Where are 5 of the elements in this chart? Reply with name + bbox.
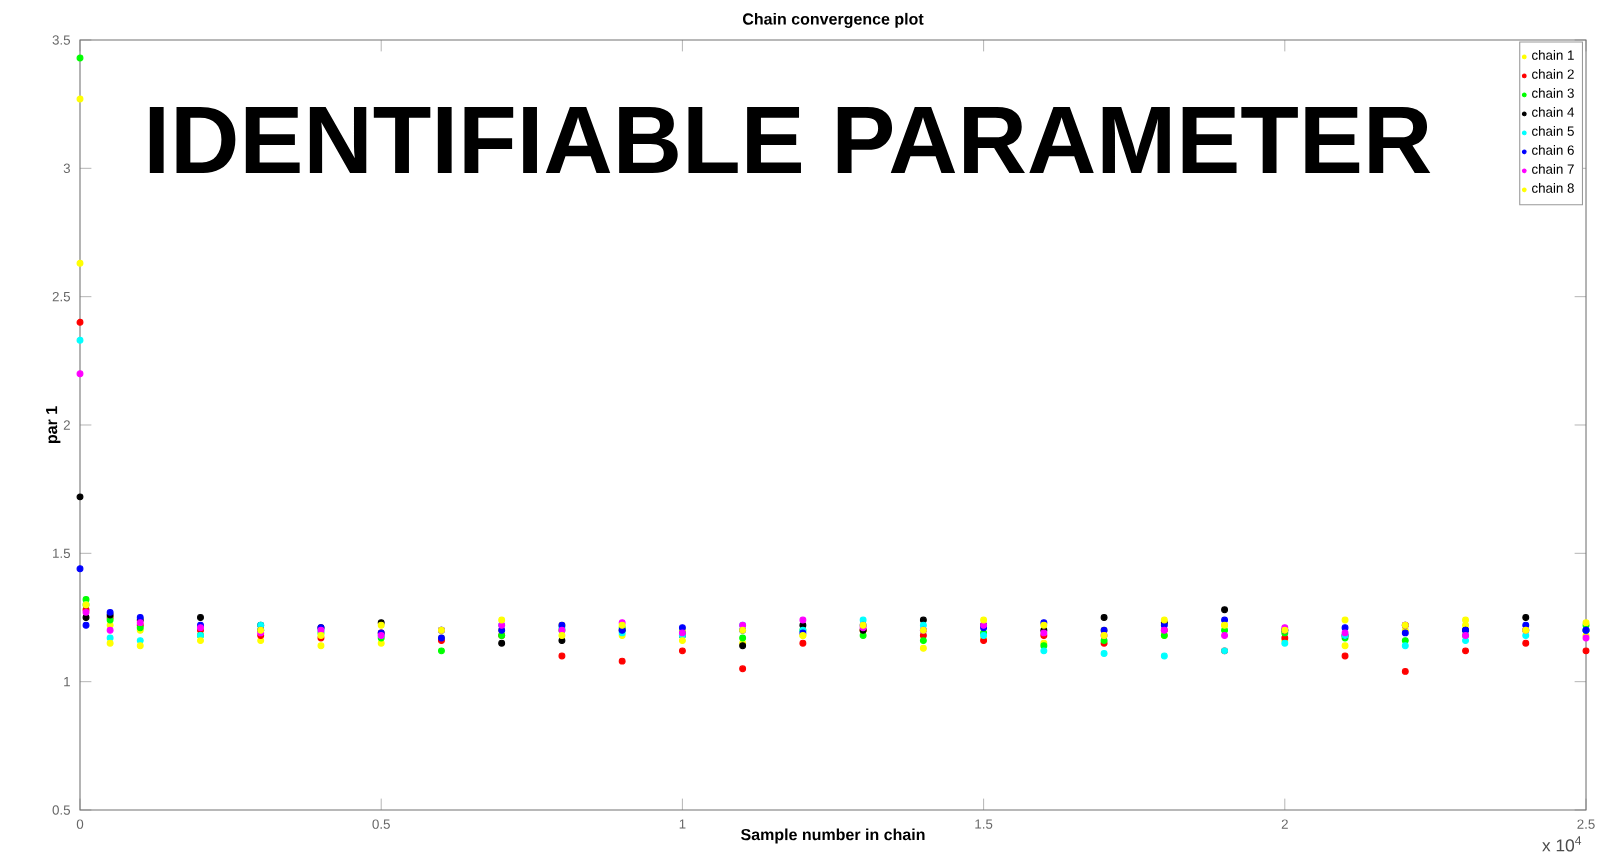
chart-title: Chain convergence plot	[742, 12, 924, 28]
annotation: IDENTIFIABLE PARAMETER	[149, 107, 1431, 174]
x-axis-title: Sample number in chain	[741, 828, 925, 844]
y-axis-title: par 1	[46, 406, 61, 444]
text: x 10$^{4}$	[1542, 836, 1582, 852]
